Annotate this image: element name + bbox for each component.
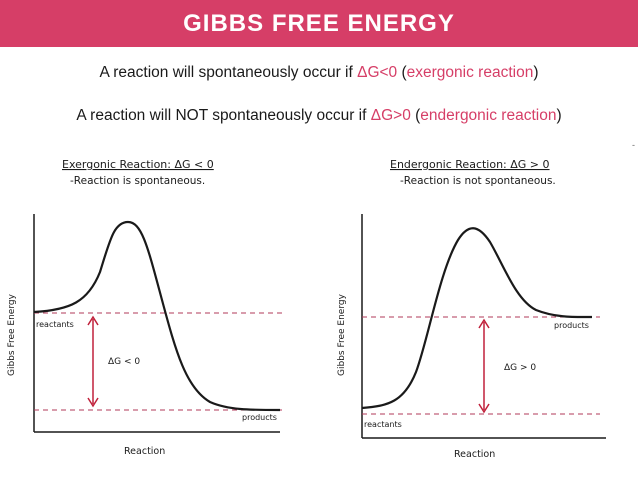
energy-curve (361, 227, 593, 410)
arrow-head-up (87, 315, 99, 326)
exergonic-subheading: -Reaction is spontaneous. (70, 175, 205, 187)
condition-positive: ΔG>0 (370, 107, 411, 124)
arrow-head-down (478, 403, 490, 414)
endergonic-diagram: Endergonic Reaction: ΔG > 0 -Reaction is… (337, 158, 606, 460)
x-axis-label: Reaction (124, 446, 165, 457)
endergonic-heading: Endergonic Reaction: ΔG > 0 (390, 158, 550, 171)
arrow-head-down (87, 397, 99, 408)
paren-open: ( (410, 107, 421, 124)
corner-mark: - (632, 140, 635, 150)
condition-negative: ΔG<0 (357, 64, 398, 81)
endergonic-subheading: -Reaction is not spontaneous. (400, 175, 556, 187)
paren-open: ( (397, 64, 407, 81)
delta-g-label: ΔG < 0 (108, 357, 140, 367)
reactants-label: reactants (36, 320, 74, 329)
exergonic-term: exergonic reaction (406, 64, 534, 81)
reactants-label: reactants (364, 420, 402, 429)
y-axis-label: Gibbs Free Energy (337, 293, 347, 376)
delta-g-label: ΔG > 0 (504, 363, 536, 373)
title-bar: GIBBS FREE ENERGY (0, 0, 638, 47)
exergonic-heading: Exergonic Reaction: ΔG < 0 (62, 158, 214, 171)
arrow-head-up (478, 318, 490, 329)
products-label: products (242, 413, 277, 422)
y-axis-label: Gibbs Free Energy (7, 293, 17, 376)
endergonic-term: endergonic reaction (420, 107, 557, 124)
statement-prefix: A reaction will spontaneously occur if (99, 64, 358, 81)
paren-close: ) (556, 107, 562, 124)
products-label: products (554, 321, 589, 330)
x-axis-label: Reaction (454, 449, 495, 460)
statement-nonspontaneous: A reaction will NOT spontaneously occur … (0, 107, 638, 125)
statement-spontaneous: A reaction will spontaneously occur if Δ… (0, 64, 638, 82)
slide-title: GIBBS FREE ENERGY (183, 10, 455, 37)
statement-prefix: A reaction will NOT spontaneously occur … (76, 107, 371, 124)
paren-close: ) (533, 64, 539, 81)
energy-curve (33, 220, 281, 412)
exergonic-diagram: Exergonic Reaction: ΔG < 0 -Reaction is … (7, 158, 284, 457)
